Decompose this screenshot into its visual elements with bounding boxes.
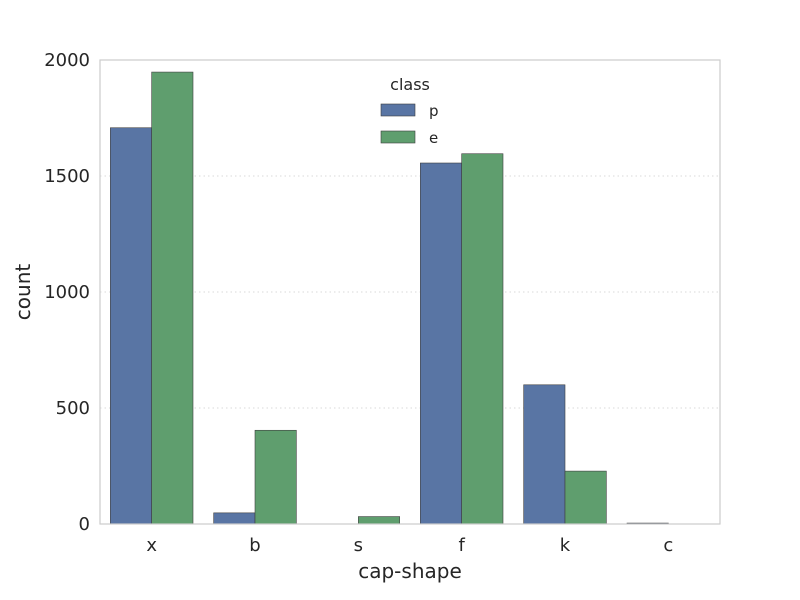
bar-p-x: [110, 127, 152, 525]
x-tick-label: x: [146, 535, 157, 556]
plot-frame: [99, 59, 721, 525]
bar-e-b: [254, 429, 297, 525]
x-axis-label: cap-shape: [358, 559, 462, 583]
y-tick-label: 1500: [44, 166, 90, 187]
bars: [110, 71, 669, 525]
x-tick-label: s: [354, 535, 363, 556]
legend-title: class: [390, 75, 430, 94]
x-tick-label: b: [249, 535, 260, 556]
bar-e-s: [358, 516, 400, 525]
bar-e-f: [461, 153, 504, 525]
legend: class p e: [380, 75, 439, 147]
y-tick-labels: 0 500 1000 1500 2000: [44, 50, 90, 535]
x-tick-label: k: [560, 535, 571, 556]
bar-p-k: [523, 384, 566, 525]
legend-label-e: e: [429, 129, 438, 147]
y-tick-label: 500: [56, 398, 90, 419]
bar-p-b: [213, 512, 256, 525]
bar-e-x: [151, 71, 194, 525]
legend-swatch-e: [380, 130, 416, 144]
bar-p-f: [420, 162, 462, 525]
x-tick-label: f: [458, 535, 465, 556]
y-tick-label: 2000: [44, 50, 90, 71]
bar-e-k: [564, 470, 607, 525]
legend-label-p: p: [429, 102, 439, 120]
y-tick-label: 1000: [44, 282, 90, 303]
y-tick-label: 0: [79, 514, 90, 535]
legend-swatch-p: [380, 103, 416, 117]
y-axis-label: count: [11, 264, 35, 321]
x-tick-label: c: [663, 535, 673, 556]
